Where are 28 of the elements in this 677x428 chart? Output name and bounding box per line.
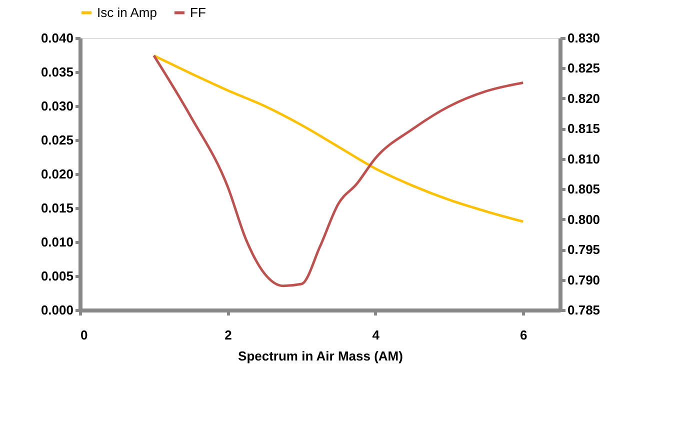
y2-tick-label: 0.820 xyxy=(568,90,600,106)
y-tick-label: 0.025 xyxy=(40,132,74,148)
x-tick-label: 4 xyxy=(372,328,380,342)
y-tick-label: 0.000 xyxy=(40,302,74,318)
y-tick-label: 0.035 xyxy=(40,64,74,80)
legend-label: FF xyxy=(190,4,206,20)
y2-tick-label: 0.800 xyxy=(568,212,600,227)
y-tick-label: 0.020 xyxy=(40,166,74,182)
y-tick-label: 0.005 xyxy=(40,268,74,284)
x-tick-label: 6 xyxy=(520,328,528,342)
y-tick-label: 0.015 xyxy=(40,200,74,216)
y-tick-label: 0.040 xyxy=(40,30,74,46)
y2-tick-label: 0.825 xyxy=(568,60,600,76)
line-series xyxy=(152,54,524,223)
y2-tick-label: 0.805 xyxy=(568,182,600,197)
x-tick-label: 0 xyxy=(80,328,88,342)
line-series xyxy=(152,54,524,288)
y2-tick-label: 0.810 xyxy=(568,151,600,166)
y2-tick-label: 0.830 xyxy=(568,30,600,46)
x-tick-label: 2 xyxy=(224,328,232,342)
y-tick-label: 0.030 xyxy=(40,98,74,114)
y2-tick-label: 0.790 xyxy=(568,272,600,288)
legend-label: Isc in Amp xyxy=(97,4,157,20)
y2-tick-label: 0.785 xyxy=(568,302,600,318)
y2-tick-label: 0.815 xyxy=(568,121,600,136)
y2-tick-label: 0.795 xyxy=(568,242,600,258)
x-axis-title: Spectrum in Air Mass (AM) xyxy=(238,348,403,364)
y-tick-label: 0.010 xyxy=(40,234,74,250)
